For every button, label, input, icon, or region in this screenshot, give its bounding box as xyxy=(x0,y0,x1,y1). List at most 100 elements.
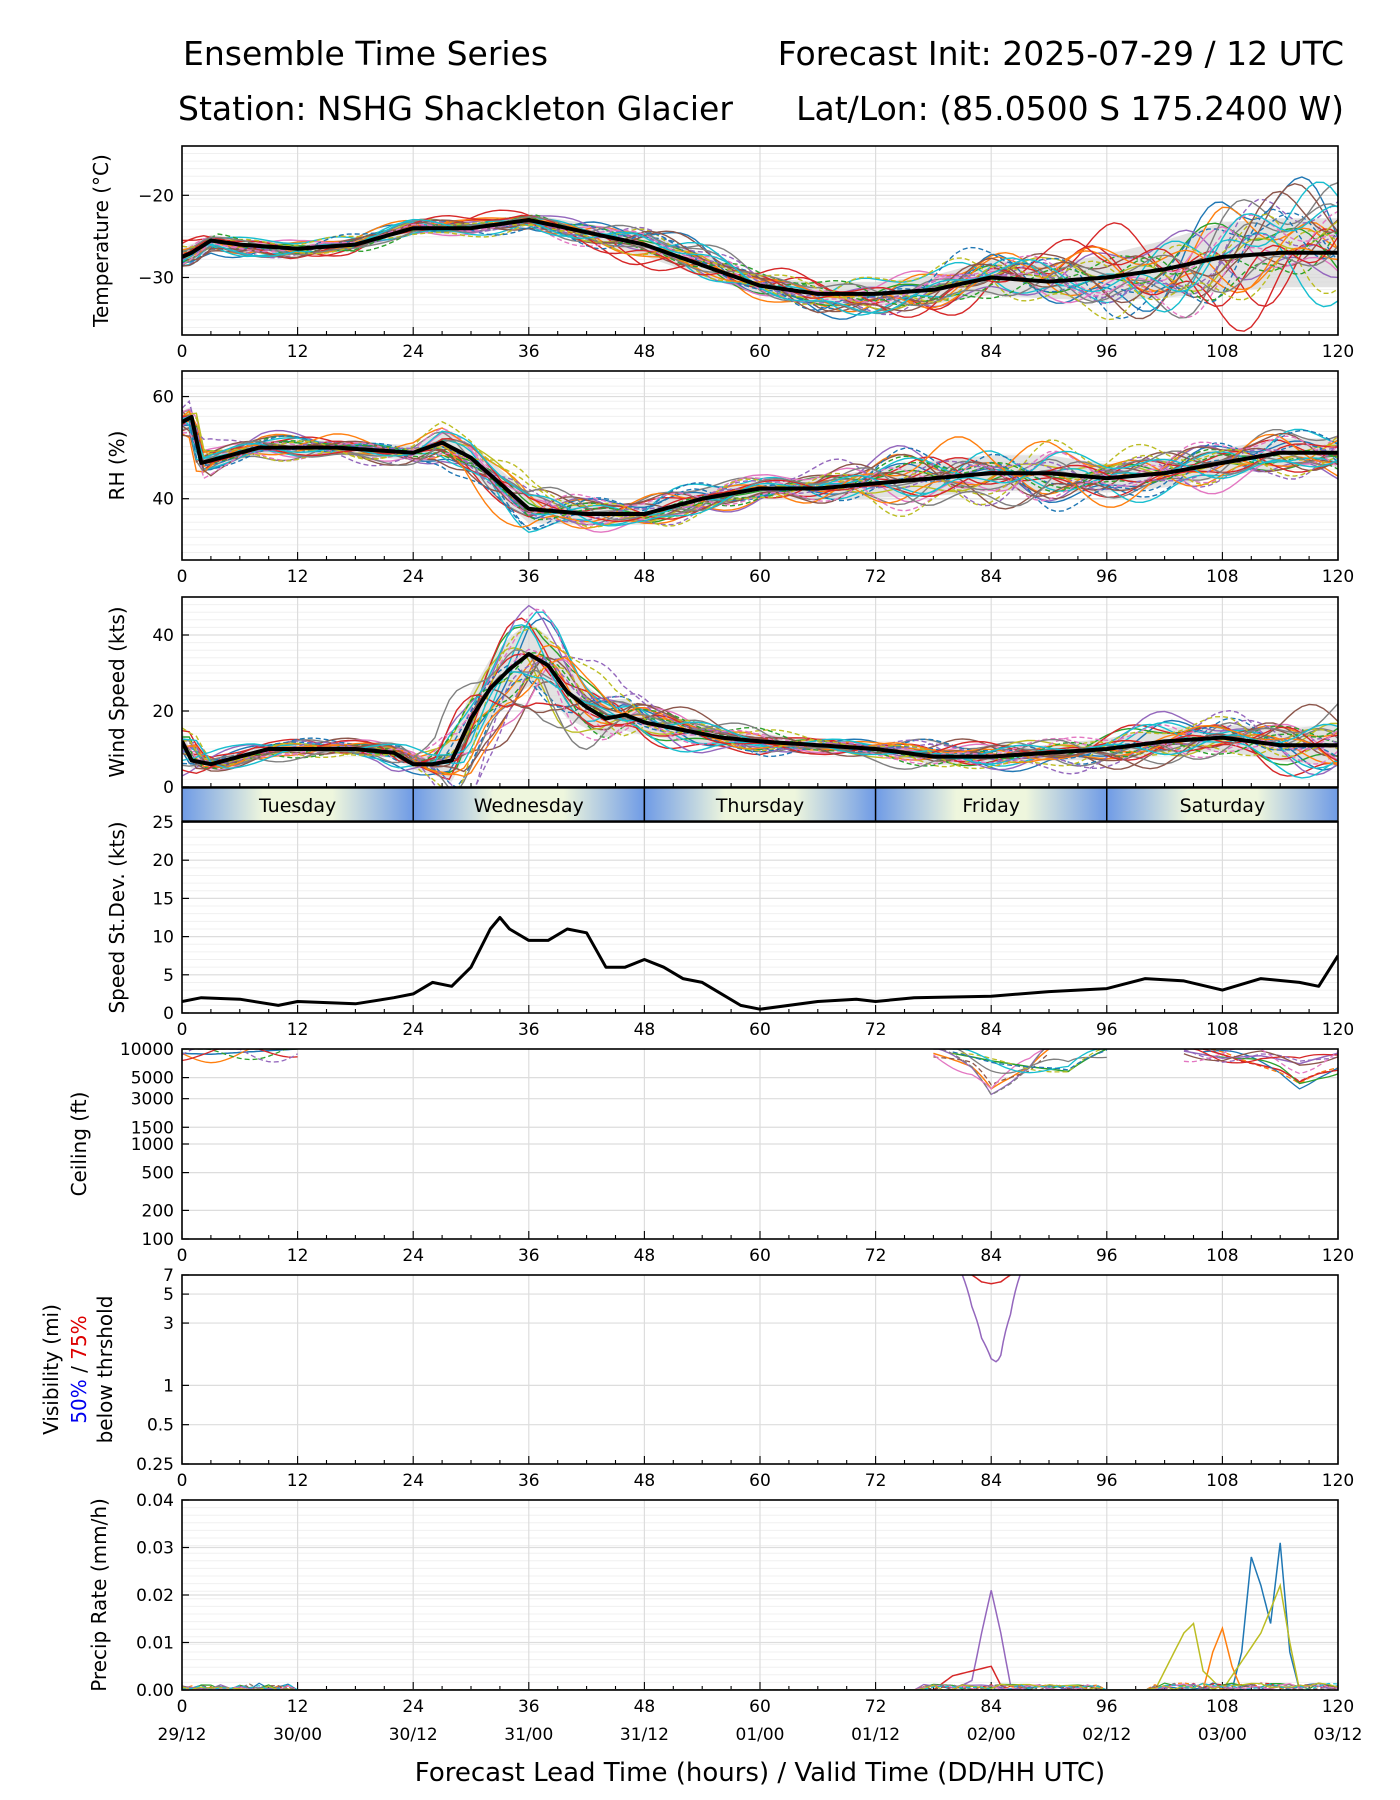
x-axis-title: Forecast Lead Time (hours) / Valid Time … xyxy=(415,1758,1105,1788)
day-label: Saturday xyxy=(1180,795,1266,817)
x-tick-label: 0 xyxy=(177,1471,188,1491)
x-tick-label: 96 xyxy=(1096,1697,1118,1717)
x-tick-label: 36 xyxy=(518,1020,540,1040)
panel-frame xyxy=(181,370,1339,561)
plot-area-wind_sd xyxy=(182,916,1338,1011)
panel-frame xyxy=(181,1499,1339,1691)
valid-time-label: 30/12 xyxy=(389,1725,438,1745)
valid-time-label: 31/00 xyxy=(504,1725,553,1745)
x-tick-label: 36 xyxy=(518,342,540,362)
x-tick-label: 120 xyxy=(1322,1020,1354,1040)
ensemble-member-line xyxy=(182,432,1338,513)
y-tick-label: −30 xyxy=(138,268,174,288)
x-tick-label: 12 xyxy=(287,567,309,587)
x-tick-label: 12 xyxy=(287,1471,309,1491)
y-tick-label: 5000 xyxy=(131,1069,174,1089)
x-tick-label: 72 xyxy=(865,1020,887,1040)
member-line xyxy=(932,1049,1050,1090)
x-tick-label: 108 xyxy=(1206,342,1238,362)
y-axis-title-2: below thrshold xyxy=(93,1296,117,1444)
member-line xyxy=(1202,1625,1243,1690)
x-tick-label: 36 xyxy=(518,1471,540,1491)
y-tick-label: 15 xyxy=(152,889,174,909)
x-tick-label: 48 xyxy=(634,1471,656,1491)
member-line xyxy=(1183,1049,1338,1075)
y-tick-label: 500 xyxy=(142,1164,174,1184)
x-tick-label: 0 xyxy=(177,342,188,362)
x-tick-label: 84 xyxy=(980,1020,1002,1040)
valid-time-label: 29/12 xyxy=(158,1725,207,1745)
day-band-cell xyxy=(643,787,877,822)
y-tick-label: 1000 xyxy=(131,1135,174,1155)
x-tick-label: 12 xyxy=(287,342,309,362)
member-line xyxy=(971,1275,1011,1285)
x-tick-label: 24 xyxy=(402,1697,424,1717)
valid-time-label: 03/00 xyxy=(1198,1725,1247,1745)
threshold-50-label: 50% xyxy=(67,1379,91,1423)
member-line xyxy=(952,1049,1107,1073)
x-tick-label: 72 xyxy=(865,567,887,587)
member-line xyxy=(933,1052,1050,1086)
ensemble-member-line xyxy=(182,214,1338,308)
ensemble-member-line xyxy=(182,214,1338,307)
x-tick-label: 120 xyxy=(1322,1246,1354,1266)
y-axis-title: Precip Rate (mm/h) xyxy=(87,1498,111,1692)
x-tick-label: 24 xyxy=(402,1246,424,1266)
x-tick-label: 84 xyxy=(980,342,1002,362)
plot-area-ceiling xyxy=(182,1049,1338,1096)
member-line xyxy=(1154,1582,1301,1690)
threshold-75-label: 75% xyxy=(67,1315,91,1359)
y-tick-label: 7 xyxy=(163,1266,174,1286)
plot-area-temperature xyxy=(182,176,1338,332)
y-tick-label: 0.02 xyxy=(136,1586,174,1606)
ensemble-mean-line xyxy=(182,218,1338,296)
y-tick-label: 10000 xyxy=(120,1040,174,1060)
y-tick-label: 0.03 xyxy=(136,1539,174,1559)
panel-temperature: −30 −20 0 12 24 36 48 60 72 84 96 108 120 Temperature… xyxy=(89,145,1354,362)
member-line xyxy=(1183,1050,1338,1066)
y-tick-label: 40 xyxy=(152,490,174,510)
x-tick-label: 60 xyxy=(749,1020,771,1040)
y-tick-label: 200 xyxy=(142,1201,174,1221)
member-line xyxy=(952,1049,1107,1074)
panel-precip: 0.00 0.01 0.02 0.03 0.04 0 12 24 36 48 60 72 84 96 108… xyxy=(87,1491,1354,1717)
ensemble-member-line xyxy=(182,198,1338,314)
member-line xyxy=(182,1049,298,1056)
ensemble-member-line xyxy=(182,624,1338,779)
member-line xyxy=(952,1049,1107,1074)
x-tick-label: 72 xyxy=(865,342,887,362)
x-tick-label: 24 xyxy=(402,1471,424,1491)
y-axis-title: Ceiling (ft) xyxy=(67,1092,91,1197)
member-line xyxy=(932,1665,1011,1690)
y-axis-title: Visibility (mi) xyxy=(39,1304,63,1435)
x-tick-label: 84 xyxy=(980,1697,1002,1717)
y-tick-label: 3000 xyxy=(131,1090,174,1110)
x-tick-label: 24 xyxy=(402,342,424,362)
y-tick-label: 0 xyxy=(163,778,174,798)
x-tick-label: 12 xyxy=(287,1246,309,1266)
ensemble-member-line xyxy=(182,415,1338,527)
x-tick-label: 96 xyxy=(1096,1020,1118,1040)
valid-time-label: 31/12 xyxy=(620,1725,669,1745)
x-tick-label: 96 xyxy=(1096,1471,1118,1491)
x-tick-label: 36 xyxy=(518,567,540,587)
y-tick-label: 3 xyxy=(163,1314,174,1334)
member-line xyxy=(1183,1049,1338,1063)
y-tick-label: 0.5 xyxy=(147,1416,174,1436)
y-tick-label: 0.00 xyxy=(136,1681,174,1701)
day-band-cell xyxy=(181,787,414,822)
day-label: Friday xyxy=(962,795,1020,817)
y-tick-label: 60 xyxy=(152,388,174,408)
valid-time-label: 03/12 xyxy=(1314,1725,1363,1745)
member-line xyxy=(182,1049,298,1064)
panel-wind_sd: 0 5 10 15 20 25 0 12 24 36 48 60 72 84 96 108 120 Speed S… xyxy=(105,813,1354,1040)
ensemble-member-line xyxy=(182,688,1338,772)
y-axis-title-thresholds: 50% / 75% xyxy=(67,1315,91,1423)
y-tick-label: 10 xyxy=(152,928,174,948)
figure-title: Ensemble Time Series xyxy=(183,34,549,73)
y-tick-label: 5 xyxy=(163,966,174,986)
x-tick-label: 24 xyxy=(402,567,424,587)
day-band-cell xyxy=(1106,787,1339,822)
